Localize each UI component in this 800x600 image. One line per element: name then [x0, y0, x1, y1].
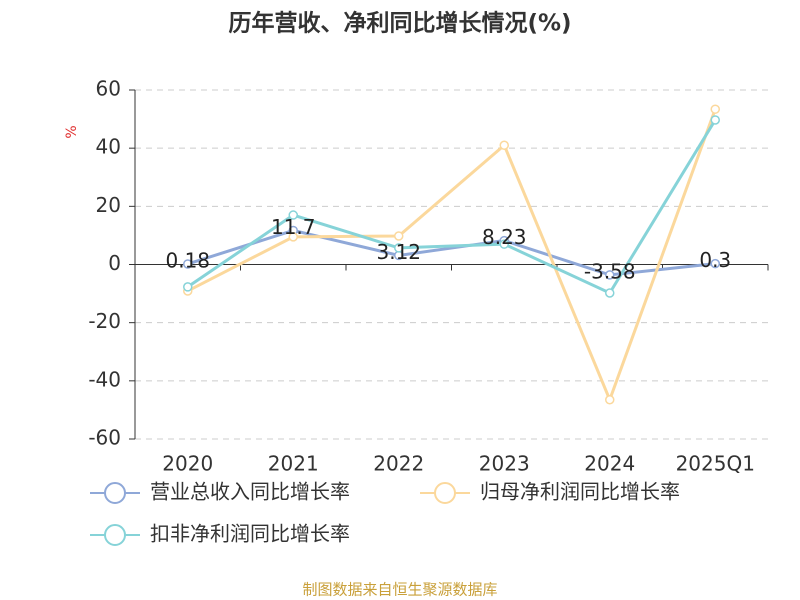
data-point	[499, 140, 509, 151]
y-tick-label: 60	[96, 77, 121, 101]
data-label: -3.58	[584, 259, 636, 283]
x-tick-label: 2021	[268, 452, 319, 476]
data-point	[605, 270, 615, 280]
y-tick-label: -60	[88, 426, 121, 450]
legend-marker	[434, 482, 456, 504]
y-tick-label: -20	[88, 309, 121, 333]
data-point	[288, 210, 298, 220]
data-point	[183, 282, 193, 292]
data-point	[710, 115, 720, 125]
x-tick-label: 2025Q1	[676, 452, 755, 476]
data-point	[499, 239, 509, 249]
data-label: 0.3	[699, 248, 731, 272]
x-tick-label: 2020	[162, 452, 213, 476]
source-note: 制图数据来自恒生聚源数据库	[302, 581, 497, 599]
y-axis-unit: %	[64, 125, 80, 138]
data-point	[605, 394, 615, 405]
data-point	[394, 243, 404, 253]
data-label: 3.12	[376, 240, 421, 264]
data-label: 8.23	[482, 225, 527, 249]
x-tick-label: 2023	[479, 452, 530, 476]
data-label: 0.18	[165, 248, 210, 272]
x-tick-label: 2024	[584, 452, 635, 476]
legend-label: 归母净利润同比增长率	[480, 480, 680, 504]
data-point	[710, 258, 720, 269]
data-point	[605, 288, 615, 298]
data-label: 11.7	[271, 215, 316, 239]
legend-label: 营业总收入同比增长率	[150, 480, 350, 504]
data-point	[183, 259, 193, 269]
x-tick-label: 2022	[373, 452, 424, 476]
y-tick-label: 40	[96, 135, 121, 159]
y-tick-label: 20	[96, 193, 121, 217]
series-line	[186, 119, 717, 295]
legend-label: 扣非净利润同比增长率	[150, 522, 350, 546]
chart-title: 历年营收、净利同比增长情况(%)	[228, 10, 571, 37]
y-tick-label: 0	[108, 251, 121, 275]
data-point	[710, 104, 720, 114]
series-line	[187, 228, 716, 277]
series-line	[187, 108, 717, 404]
legend-marker	[104, 524, 126, 546]
legend-marker	[104, 482, 126, 504]
data-point	[288, 232, 298, 242]
y-tick-label: -40	[88, 367, 121, 391]
data-point	[394, 231, 404, 241]
